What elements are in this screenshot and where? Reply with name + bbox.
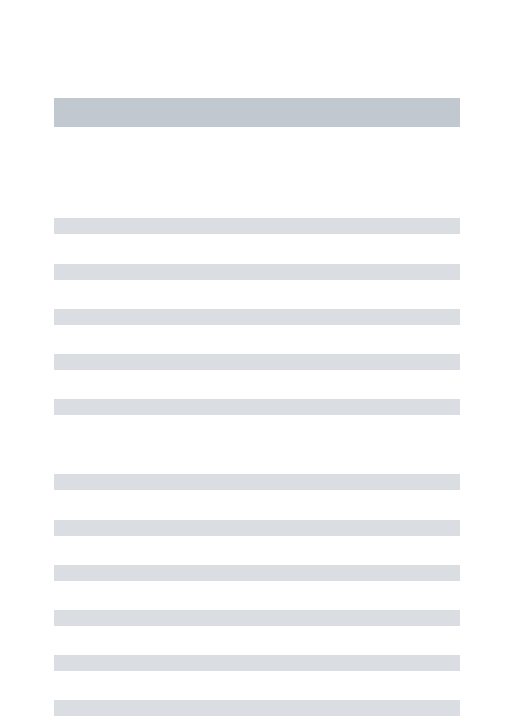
skeleton-line-bar — [54, 218, 460, 234]
skeleton-line-bar — [54, 700, 460, 716]
skeleton-line-bar — [54, 565, 460, 581]
skeleton-line-bar — [54, 655, 460, 671]
skeleton-line-bar — [54, 264, 460, 280]
skeleton-line-bar — [54, 354, 460, 370]
skeleton-line-bar — [54, 520, 460, 536]
skeleton-line-bar — [54, 399, 460, 415]
skeleton-line-bar — [54, 610, 460, 626]
skeleton-heading-bar — [54, 98, 460, 127]
skeleton-line-bar — [54, 474, 460, 490]
skeleton-line-bar — [54, 309, 460, 325]
